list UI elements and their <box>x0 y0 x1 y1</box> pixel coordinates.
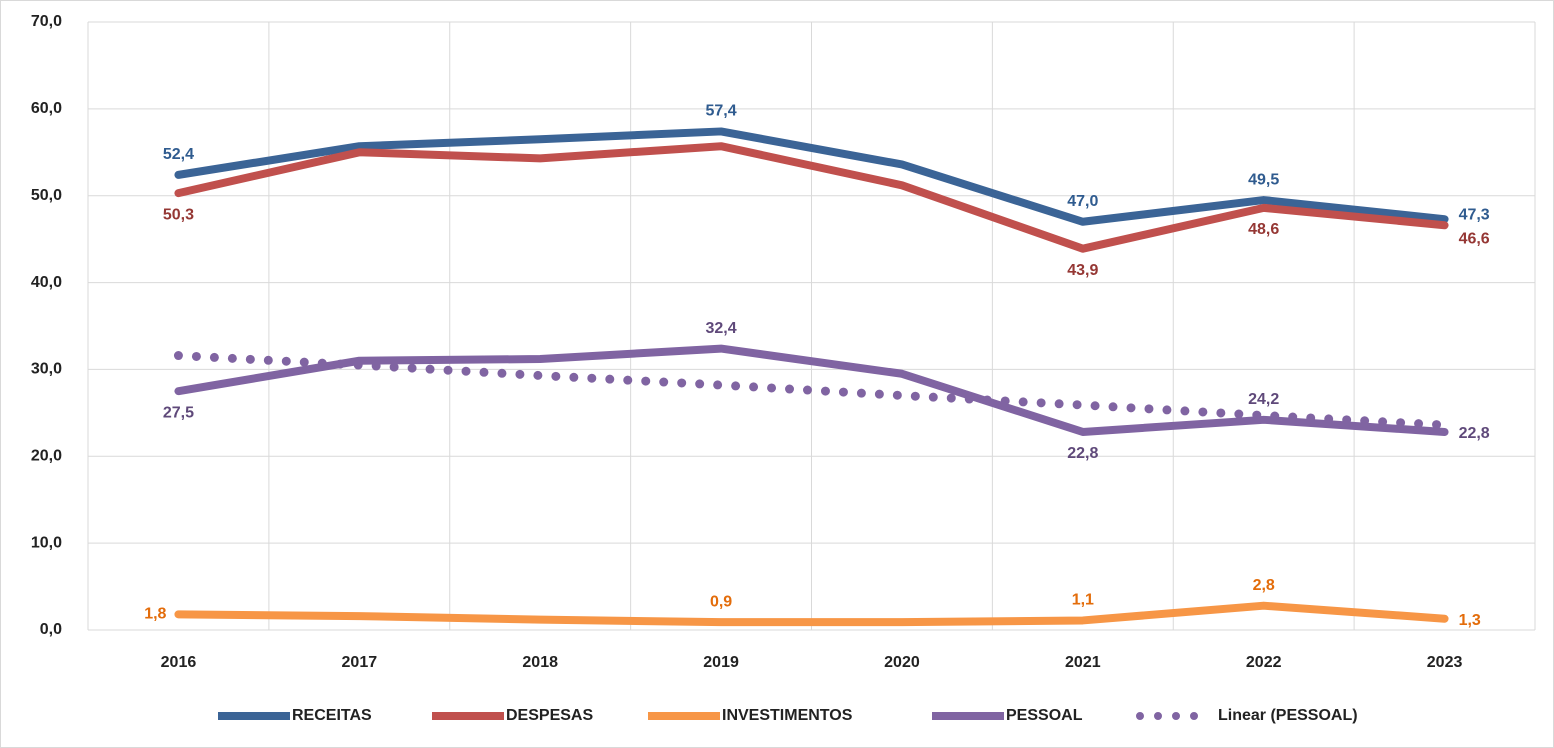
y-tick-label: 60,0 <box>31 100 62 117</box>
y-tick-label: 10,0 <box>31 534 62 551</box>
data-label: 1,3 <box>1459 612 1481 629</box>
legend-label: Linear (PESSOAL) <box>1218 707 1358 724</box>
data-label: 50,3 <box>163 206 194 223</box>
data-label: 22,8 <box>1067 445 1098 462</box>
x-tick-label: 2017 <box>342 654 378 671</box>
trend-line <box>173 351 1450 430</box>
data-label: 22,8 <box>1459 425 1490 442</box>
series-line <box>174 127 1449 226</box>
legend-label: RECEITAS <box>292 707 372 724</box>
data-label: 1,1 <box>1072 592 1094 609</box>
data-label: 43,9 <box>1067 262 1098 279</box>
x-tick-label: 2018 <box>522 654 558 671</box>
legend-label: DESPESAS <box>506 707 593 724</box>
series-line <box>174 601 1449 627</box>
x-tick-label: 2016 <box>161 654 197 671</box>
y-tick-label: 0,0 <box>40 621 62 638</box>
data-label: 52,4 <box>163 146 194 163</box>
x-tick-label: 2021 <box>1065 654 1101 671</box>
x-tick-label: 2019 <box>703 654 739 671</box>
legend-label: INVESTIMENTOS <box>722 707 853 724</box>
x-tick-label: 2023 <box>1427 654 1463 671</box>
data-label: 27,5 <box>163 404 194 421</box>
data-label: 47,0 <box>1067 193 1098 210</box>
data-label: 48,6 <box>1248 221 1279 238</box>
y-tick-label: 70,0 <box>31 13 62 30</box>
x-tick-label: 2020 <box>884 654 920 671</box>
series-line <box>174 142 1449 253</box>
x-tick-label: 2022 <box>1246 654 1282 671</box>
data-label: 1,8 <box>144 606 166 623</box>
y-tick-label: 40,0 <box>31 274 62 291</box>
data-label: 24,2 <box>1248 391 1279 408</box>
legend-label: PESSOAL <box>1006 707 1083 724</box>
data-label: 47,3 <box>1459 206 1490 223</box>
data-label: 57,4 <box>705 103 736 120</box>
data-label: 32,4 <box>705 320 736 337</box>
data-label: 0,9 <box>710 593 732 610</box>
data-label: 2,8 <box>1253 577 1275 594</box>
series-line <box>174 344 1449 436</box>
y-tick-label: 20,0 <box>31 448 62 465</box>
y-tick-label: 30,0 <box>31 361 62 378</box>
y-tick-label: 50,0 <box>31 187 62 204</box>
data-label: 46,6 <box>1459 230 1490 247</box>
data-label: 49,5 <box>1248 171 1279 188</box>
